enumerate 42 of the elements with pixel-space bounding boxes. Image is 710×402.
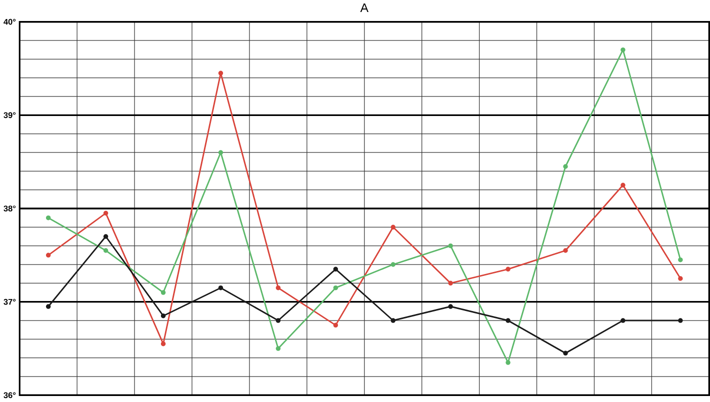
point xyxy=(448,280,453,286)
point xyxy=(506,360,510,365)
y-tick-label: 39° xyxy=(4,112,16,118)
point xyxy=(103,248,108,253)
point xyxy=(390,262,396,267)
point xyxy=(276,285,281,290)
point xyxy=(620,182,626,188)
y-tick-label: 38° xyxy=(4,205,16,212)
point xyxy=(333,266,338,272)
point xyxy=(563,248,568,253)
point xyxy=(103,234,108,239)
point xyxy=(506,266,510,272)
point xyxy=(218,150,224,155)
point xyxy=(448,304,453,309)
point xyxy=(506,318,510,323)
chart-title: A xyxy=(360,3,368,12)
point xyxy=(46,215,51,220)
point xyxy=(218,285,224,290)
y-tick-label: 40° xyxy=(4,18,16,25)
point xyxy=(46,252,51,258)
y-tick-label: 36° xyxy=(4,392,16,398)
y-tick-label: 37° xyxy=(4,298,16,305)
point xyxy=(448,243,453,248)
point xyxy=(333,285,338,290)
point xyxy=(218,70,224,76)
point xyxy=(678,276,683,281)
point xyxy=(620,47,626,52)
point xyxy=(160,313,166,318)
point xyxy=(563,350,568,356)
point xyxy=(678,257,683,262)
point xyxy=(678,318,683,323)
point xyxy=(563,164,568,169)
point xyxy=(276,346,281,351)
point xyxy=(160,290,166,295)
point xyxy=(333,322,338,328)
point xyxy=(46,304,51,309)
point xyxy=(390,224,396,230)
point xyxy=(620,318,626,323)
point xyxy=(160,341,166,346)
point xyxy=(390,318,396,323)
point xyxy=(276,318,281,323)
point xyxy=(103,210,108,216)
